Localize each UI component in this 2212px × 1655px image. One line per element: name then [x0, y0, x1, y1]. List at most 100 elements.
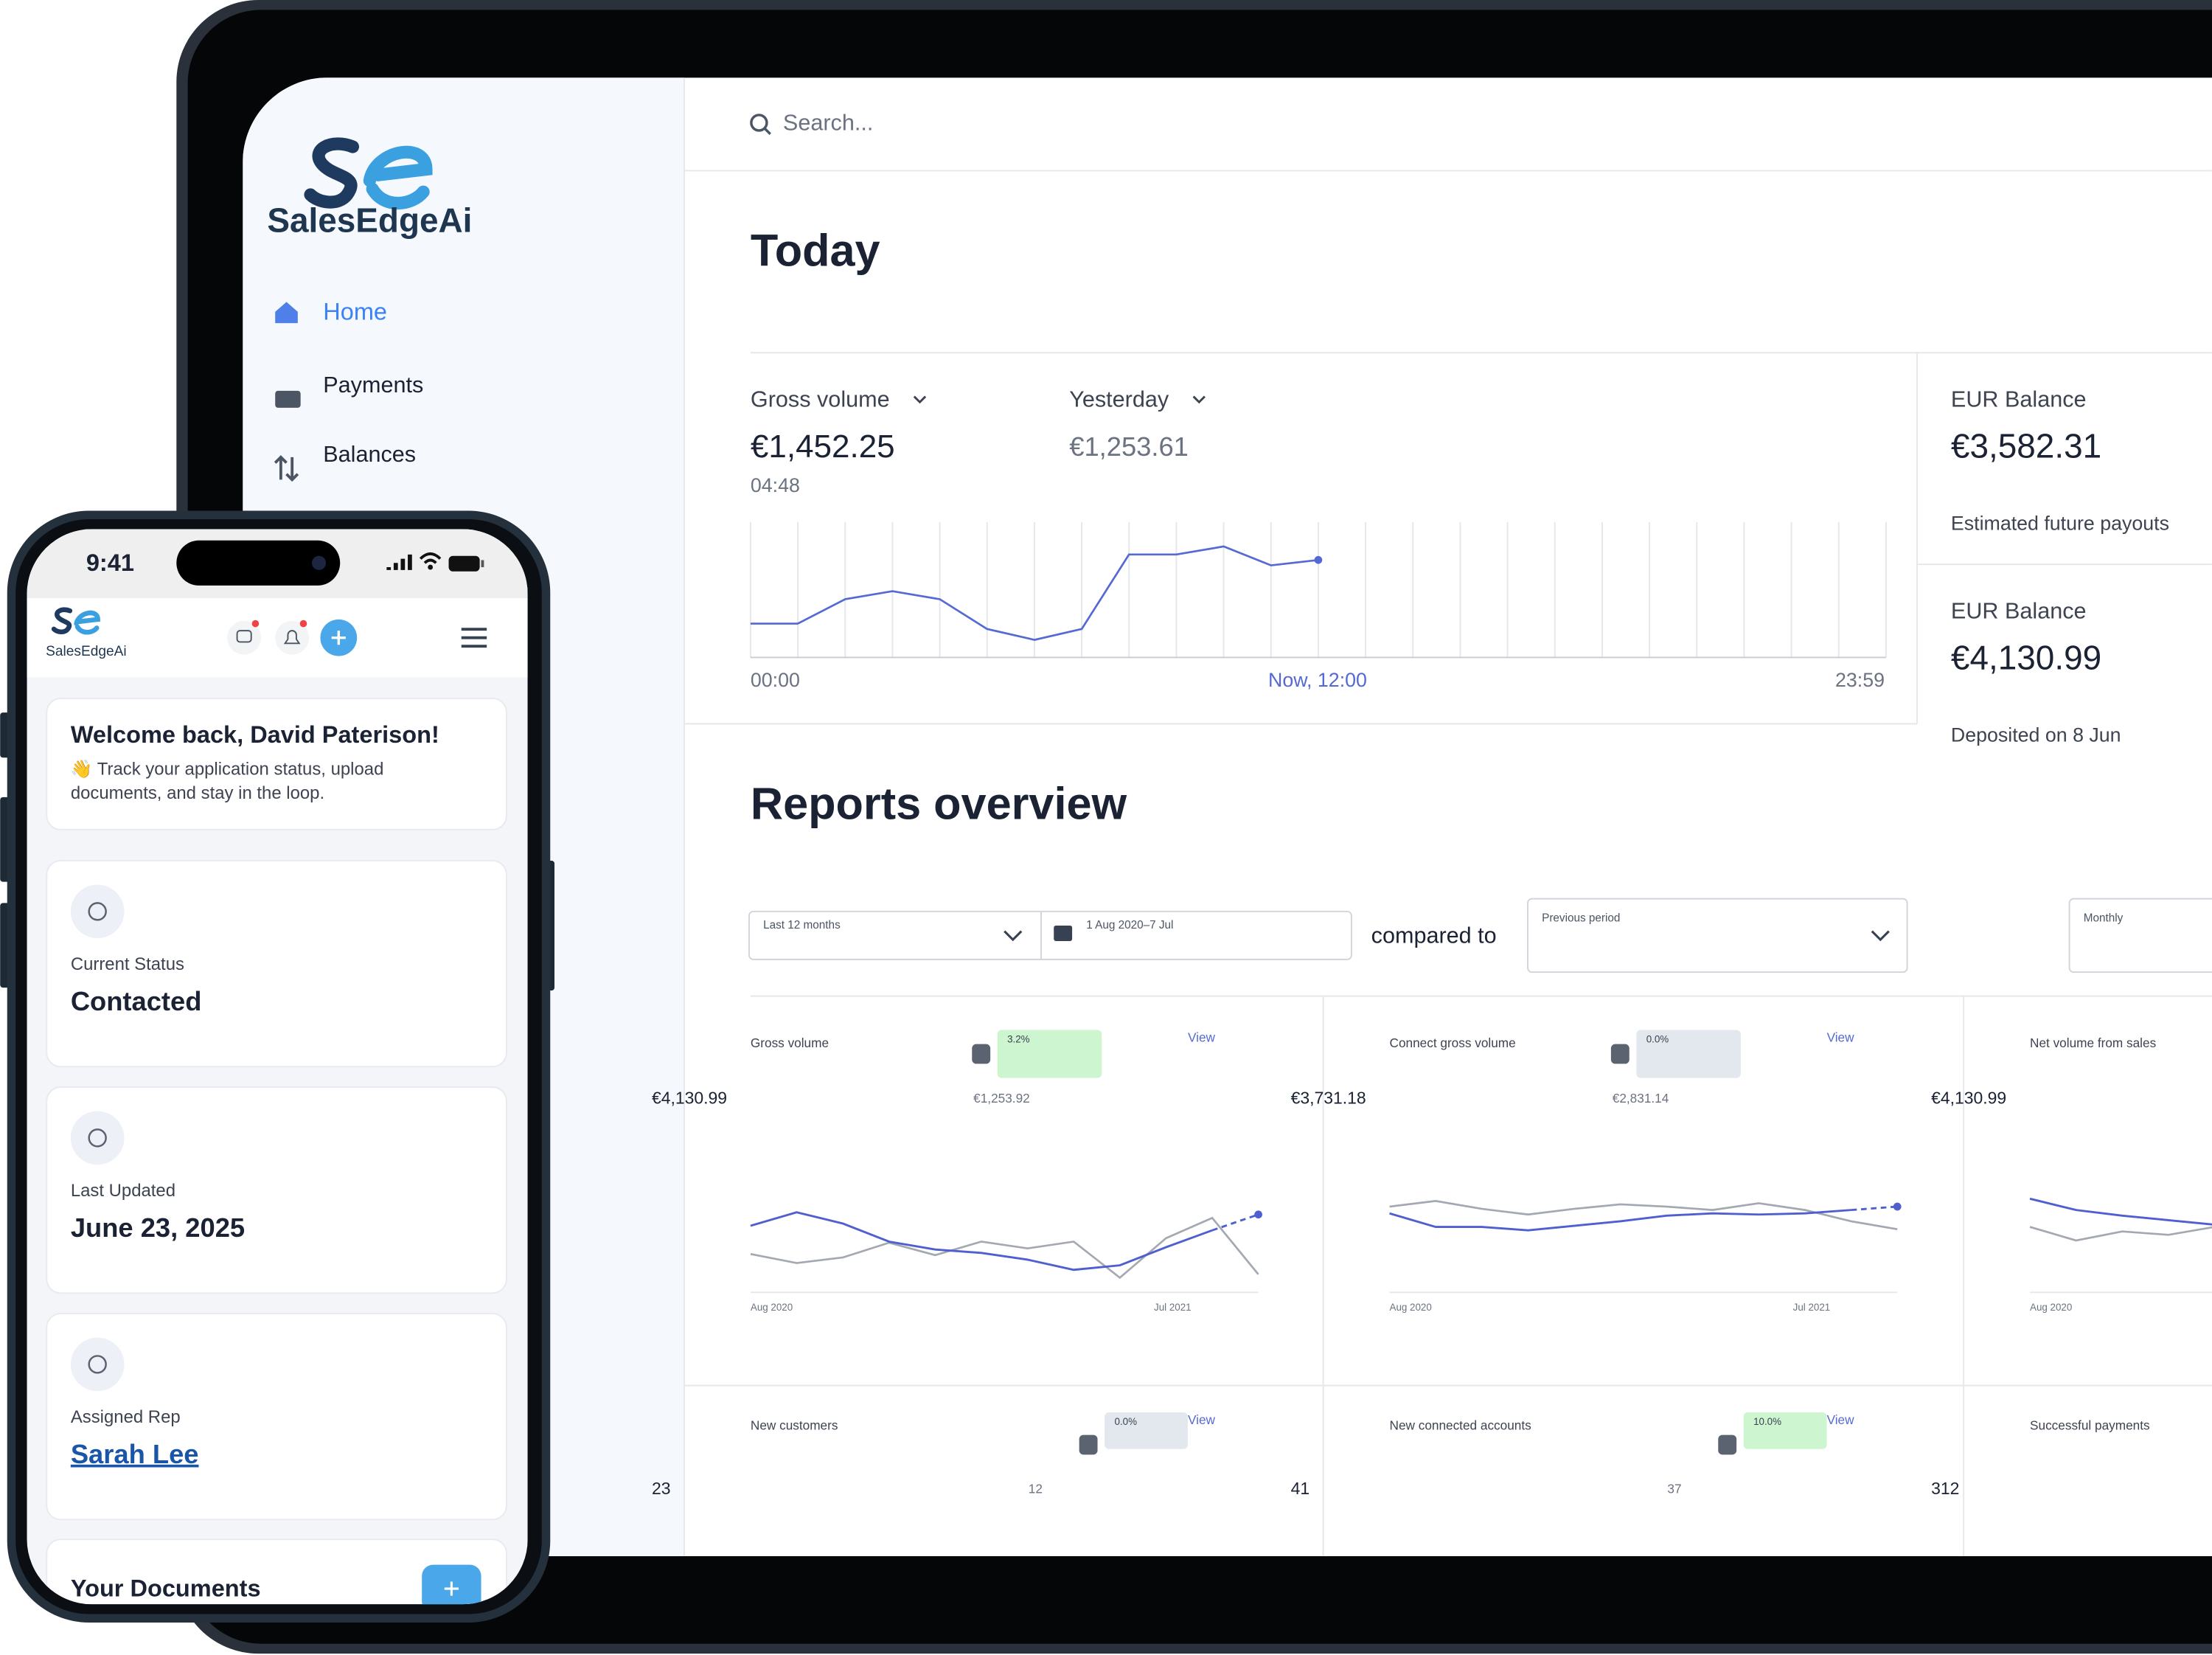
card-value: €3,731.18: [1291, 1088, 1366, 1107]
change-text: 10.0%: [1753, 1416, 1781, 1427]
camera: [311, 555, 327, 570]
rep-link[interactable]: Sarah Lee: [71, 1439, 199, 1469]
search-input[interactable]: Search...: [783, 110, 873, 135]
balance-note: Deposited on 8 Jun: [1951, 724, 2121, 746]
search-icon: [750, 114, 768, 132]
status-icon-glyph: [88, 1355, 107, 1374]
badge: [299, 620, 307, 628]
change-badge: [1636, 1030, 1741, 1078]
change-badge: [1105, 1412, 1188, 1449]
status-value: June 23, 2025: [71, 1212, 245, 1243]
prior-line: [750, 1216, 1259, 1280]
current-dot: [1893, 1202, 1902, 1211]
x-label: Aug 2020: [1390, 1302, 1432, 1313]
phone-logo-mark: [51, 607, 100, 635]
status-label: Last Updated: [71, 1181, 175, 1201]
plus-icon: [331, 631, 346, 645]
card-title: New customers: [751, 1418, 838, 1433]
metric-value: €1,452.25: [751, 429, 895, 465]
compare-label: compared to: [1371, 923, 1497, 948]
info-icon: [1718, 1434, 1737, 1455]
card-title: Gross volume: [751, 1035, 829, 1050]
nav-item[interactable]: Balances: [323, 442, 416, 467]
now-dot: [1314, 555, 1323, 564]
metric-label[interactable]: Gross volume: [751, 386, 890, 412]
chat-icon: [236, 630, 252, 643]
balances-icon: [274, 455, 299, 482]
metric-time: 04:48: [751, 474, 800, 496]
logo-mark: [51, 607, 73, 634]
x-label: Aug 2020: [2030, 1302, 2072, 1313]
balance-value: €4,130.99: [1951, 638, 2101, 676]
x-label: Jul 2021: [1154, 1302, 1192, 1313]
range-select[interactable]: [748, 910, 1352, 960]
card-previous: €1,253.92: [973, 1091, 1030, 1106]
bell-button[interactable]: [275, 620, 310, 655]
chevron: [1192, 395, 1206, 404]
status-card: [46, 860, 507, 1068]
welcome-title: Welcome back, David Paterison!: [71, 721, 439, 748]
section-title: Reports overview: [751, 778, 1127, 828]
card-previous: 37: [1667, 1482, 1681, 1496]
change-text: 0.0%: [1114, 1416, 1137, 1427]
card-title: Net volume from sales: [2030, 1035, 2156, 1050]
status-value: Contacted: [71, 986, 202, 1016]
compare-select[interactable]: [1527, 898, 1908, 974]
wifi-icon: [419, 552, 442, 564]
calendar-icon: [1054, 925, 1073, 941]
info-icon: [1079, 1434, 1098, 1455]
current-line: [2029, 1197, 2212, 1243]
change-text: 3.2%: [1007, 1033, 1030, 1044]
nav-item[interactable]: Home: [323, 298, 387, 325]
metric-value: €1,253.61: [1069, 431, 1189, 462]
card-value: 23: [652, 1479, 671, 1498]
card-value: 312: [1931, 1479, 1959, 1498]
card-value: €4,130.99: [1931, 1088, 2006, 1107]
current-line-projection: [1211, 1213, 1259, 1232]
chevron: [913, 395, 927, 404]
welcome-text-box: 👋 Track your application status, upload …: [71, 759, 384, 802]
info-icon: [972, 1044, 991, 1064]
logo-mark: [74, 610, 100, 635]
chat-button[interactable]: [227, 620, 262, 655]
phone-screen: 9:41 SalesEdgeAi Welcome back, David Pat…: [27, 529, 528, 1605]
change-badge: [997, 1030, 1102, 1078]
volume-line: [750, 545, 1319, 641]
battery-icon: [448, 555, 480, 572]
chevron: [1871, 930, 1890, 942]
menu-button[interactable]: [461, 628, 487, 648]
report-cards: Gross volume 3.2% View €4,130.99 €1,253.92 Au…: [652, 1030, 2212, 1498]
balance-value: €3,582.31: [1951, 426, 2101, 465]
status-icon-glyph: [88, 1128, 107, 1148]
plus-icon: [444, 1581, 459, 1596]
x-label: Now, 12:00: [1268, 669, 1367, 691]
chevron: [1004, 930, 1023, 942]
battery-icon: [481, 560, 484, 568]
x-label: 00:00: [751, 669, 800, 691]
logo-mark: [304, 137, 360, 209]
status-label: Current Status: [71, 954, 184, 974]
card-previous: €2,831.14: [1613, 1091, 1669, 1106]
current-line-projection: [1851, 1205, 1898, 1212]
interval-select[interactable]: [2068, 898, 2212, 974]
bell-icon: [283, 630, 301, 645]
current-line: [750, 1211, 1213, 1271]
signal-icon: [386, 554, 412, 570]
metric-label[interactable]: Yesterday: [1069, 386, 1169, 412]
status-icon: [70, 1337, 125, 1392]
documents-title: Your Documents: [71, 1575, 261, 1602]
change-text: 0.0%: [1646, 1033, 1669, 1044]
tablet-screen: SalesEdgeAi Home Payments Balances Searc…: [243, 77, 2212, 1557]
status-time: 9:41: [86, 549, 134, 576]
status-cards: Current Status Contacted Last Updated June …: [46, 860, 507, 1521]
view-link: View: [1188, 1412, 1216, 1427]
phone-logo-text: SalesEdgeAi: [46, 644, 127, 659]
status-icon: [70, 884, 125, 939]
x-label: Jul 2021: [1793, 1302, 1831, 1313]
x-label: 23:59: [1835, 669, 1885, 691]
view-link: View: [1827, 1030, 1855, 1045]
change-badge: [1743, 1412, 1827, 1449]
status-icon: [70, 1111, 125, 1165]
nav-item[interactable]: Payments: [323, 372, 423, 398]
